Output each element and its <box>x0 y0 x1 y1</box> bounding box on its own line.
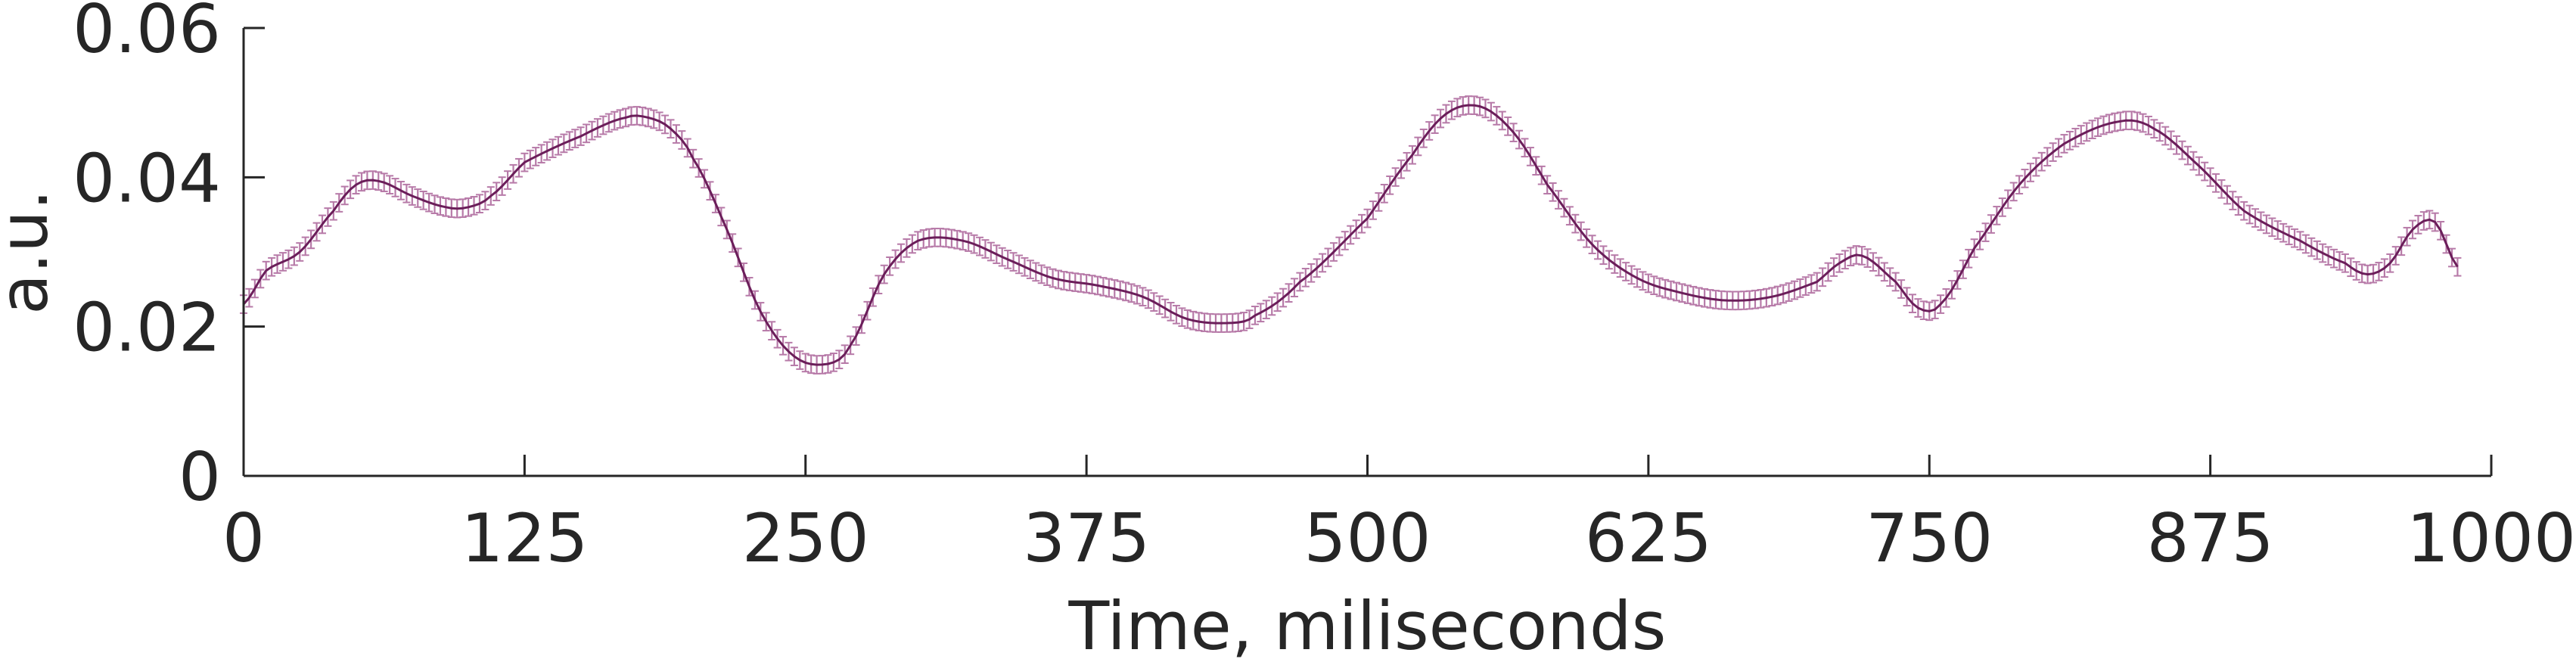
x-tick-label: 750 <box>1866 499 1993 577</box>
x-tick-label: 375 <box>1023 499 1150 577</box>
x-tick-label: 0 <box>222 499 265 577</box>
x-tick-label: 875 <box>2147 499 2274 577</box>
x-tick-label: 1000 <box>2407 499 2576 577</box>
x-tick-label: 500 <box>1304 499 1431 577</box>
axes <box>242 26 2493 477</box>
plot-marks <box>240 95 2462 375</box>
x-axis-label: Time, miliseconds <box>1067 587 1666 662</box>
y-tick-label: 0.02 <box>73 289 221 367</box>
series-line <box>242 104 2459 366</box>
y-tick-label: 0.04 <box>73 139 221 217</box>
y-tick-label: 0 <box>179 438 221 516</box>
x-tick-label: 250 <box>742 499 869 577</box>
error-bar <box>2453 256 2462 277</box>
y-tick-label: 0.06 <box>73 0 221 68</box>
tick-labels: 0 125 250 375 500 625 750 875 1000 0 0.02 0.04 0.06 <box>73 0 2576 577</box>
x-tick-label: 125 <box>461 499 588 577</box>
y-axis-label: a.u. <box>0 189 63 315</box>
x-tick-label: 625 <box>1585 499 1712 577</box>
